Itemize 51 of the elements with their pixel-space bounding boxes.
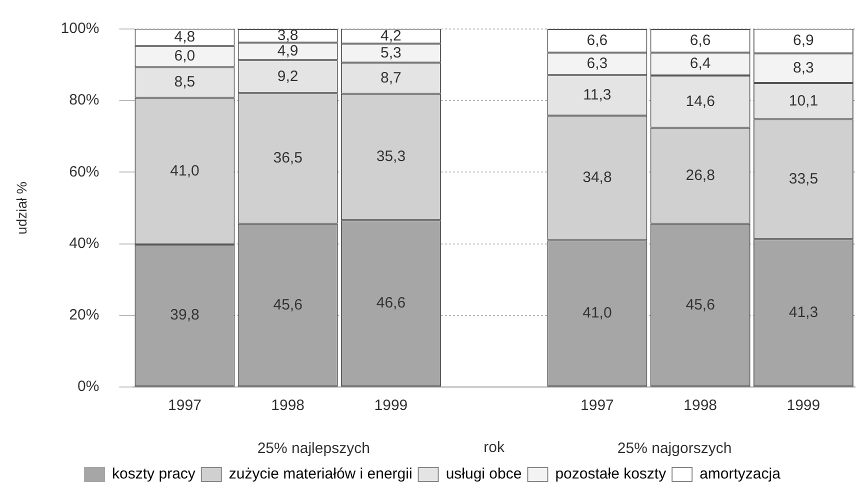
data-label: 6,6 bbox=[586, 32, 608, 49]
x-tick-label: 1999 bbox=[786, 397, 820, 414]
legend-label: usługi obce bbox=[446, 466, 522, 483]
data-label: 6,9 bbox=[793, 32, 814, 50]
y-tick-label: 60% bbox=[69, 163, 100, 180]
data-label: 39,8 bbox=[170, 306, 200, 324]
data-label: 11,3 bbox=[583, 86, 612, 104]
x-tick-label: 1999 bbox=[374, 397, 408, 414]
text: 25% najgorszych bbox=[617, 440, 732, 458]
data-label: 33,5 bbox=[788, 170, 818, 188]
legend-label: amortyzacja bbox=[700, 466, 782, 483]
data-label: 9,2 bbox=[277, 68, 298, 85]
data-label: 45,6 bbox=[273, 296, 302, 314]
legend-label: pozostałe koszty bbox=[555, 466, 667, 483]
y-axis-title: udział % bbox=[13, 182, 30, 234]
data-label: 4,9 bbox=[277, 42, 298, 60]
data-label: 41,0 bbox=[170, 162, 200, 180]
legend-label: zużycie materiałów i energii bbox=[228, 466, 412, 483]
data-label: 6,0 bbox=[174, 48, 196, 65]
data-label: 26,8 bbox=[686, 166, 715, 184]
y-tick-label: 100% bbox=[60, 20, 100, 38]
data-label: 36,5 bbox=[273, 150, 302, 167]
y-tick-label: 80% bbox=[69, 92, 100, 109]
data-label: 6,6 bbox=[690, 32, 711, 49]
data-label: 46,6 bbox=[376, 294, 406, 312]
y-tick-label: 20% bbox=[69, 306, 100, 324]
data-label: 35,3 bbox=[376, 148, 406, 166]
data-label: 34,8 bbox=[582, 169, 612, 186]
x-axis-title: rok bbox=[484, 439, 505, 456]
data-label: 41,3 bbox=[788, 304, 818, 321]
data-label: 41,0 bbox=[582, 304, 612, 322]
data-label: 3,8 bbox=[277, 26, 298, 44]
x-tick-label: 1998 bbox=[271, 397, 305, 414]
text: 25% najlepszych bbox=[257, 440, 370, 458]
x-tick-label: 1997 bbox=[168, 397, 202, 414]
data-label: 8,3 bbox=[793, 59, 814, 76]
data-label: 10,1 bbox=[788, 92, 818, 110]
data-label: 14,6 bbox=[686, 92, 715, 110]
x-tick-label: 1998 bbox=[684, 397, 718, 414]
x-tick-label: 1997 bbox=[580, 397, 614, 414]
y-tick-label: 40% bbox=[69, 234, 100, 252]
data-label: 5,3 bbox=[380, 44, 402, 62]
data-label: 45,6 bbox=[686, 296, 715, 314]
data-label: 6,4 bbox=[690, 55, 711, 72]
data-label: 8,7 bbox=[380, 69, 402, 86]
data-label: 8,5 bbox=[174, 74, 196, 91]
data-label: 6,3 bbox=[586, 55, 608, 72]
data-label: 4,8 bbox=[174, 28, 196, 46]
data-label: 4,2 bbox=[380, 27, 402, 44]
legend-label: koszty pracy bbox=[112, 466, 196, 483]
y-tick-label: 0% bbox=[77, 378, 100, 396]
